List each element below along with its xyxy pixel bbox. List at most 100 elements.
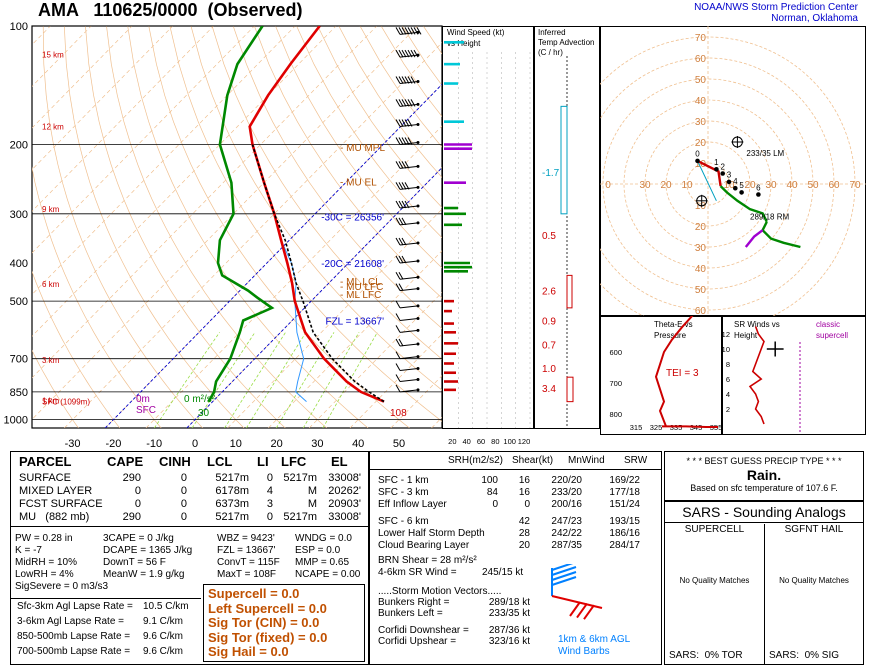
wind-barb-dot [416,355,420,359]
wind-barb-dot [416,304,420,308]
wind-barb-flag [398,119,404,127]
sars-supercell-nomatch: No Quality Matches [679,576,750,585]
tadv-subtitle: Temp Advection [538,38,594,47]
wind-barb-flag [398,49,404,58]
isotherm-line [349,333,442,428]
tei-value: TEI = 3 [666,368,699,379]
barb-6km-flag [551,564,574,571]
pressure-tick-label: 850 [10,387,28,399]
hodo-point-marker [733,185,738,191]
composite-value: Sig Hail = 0.0 [208,644,289,659]
kinematics-row-value: 284/17 [609,540,640,551]
parcel-row-name: FCST SURFACE [19,498,103,510]
wind-barb-flag [395,137,401,145]
wind-barb-flag [395,384,401,393]
wind-barb-flag [401,49,407,58]
org-name: NOAA/NWS Storm Prediction Center [694,2,858,13]
wind-barb-shaft [399,305,419,309]
hodo-trace-low [696,159,722,187]
temp-advection-panel: Inferred Temp Advection (C / hr) -1.7 0.5… [534,26,600,429]
wind-speed-plot: 20 40 60 80 100 120 [442,26,534,446]
hodo-x-label: 40 [786,180,798,191]
parcel-header-lcl: LCL [207,454,233,469]
temperature-tick-label: 0 [192,438,198,450]
wind-barb-flag [395,338,401,347]
isotherm-line [32,26,418,420]
barb-1km-flag [583,604,595,620]
agl-wind-barbs [551,564,603,620]
wind-barb-dot [416,185,420,189]
wind-barb-flag [401,255,407,264]
wind-barb-dot [416,53,420,57]
hodo-x-label: 20 [744,180,756,191]
wind-barb-shaft [399,318,419,322]
temperature-tick-label: 40 [352,438,364,450]
storm-motion-title: .....Storm Motion Vectors..... [378,586,502,597]
sr-46-label: 4-6km SR Wind = [378,567,457,578]
dry-adiabat [63,26,245,428]
sr-winds-ytick: 8 [726,360,730,369]
wind-barb-flag [401,119,407,127]
parcel-row-value: 0 [180,511,187,523]
kinematics-row-label: Cloud Bearing Layer [378,540,470,551]
hodo-ring-label: 10 [695,201,707,212]
theta-e-title: Theta-E vs [654,320,693,329]
wind-barb-flag [395,300,401,309]
parcel-row-value: 33008' [328,511,361,523]
tadv-plot: -1.7 0.5 2.6 0.9 0.7 1.0 3.4 [534,26,600,429]
wind-barb-dot [416,241,420,245]
lapse-rate-label: 3-6km Agl Lapse Rate = [17,616,125,627]
wind-barb-flag [404,49,410,58]
mixing-ratio-line [224,332,286,428]
parcel-row-value: 290 [122,472,141,484]
lapse-rate-value: 9.6 C/km [143,631,184,642]
pressure-tick-label: 400 [10,258,28,270]
hodo-x-label: 30 [765,180,777,191]
hodo-ring-label: 60 [695,54,707,65]
tadv-value: 1.0 [542,364,556,375]
composite-value: Supercell = 0.0 [208,586,300,601]
dry-adiabat [148,26,410,428]
kinematics-row-value: 16 [518,475,530,486]
storm-motion-value: 289/18 kt [488,597,530,608]
wind-barb-flag [395,99,401,107]
storm-depth-value: 242/22 [551,528,582,539]
wind-barb-flag [395,325,401,333]
wind-barb-flag [401,200,407,209]
kinematics-row-label: Eff Inflow Layer [378,499,447,510]
mixing-ratio-line [154,332,220,428]
parcel-separator [11,526,368,527]
storm-depth-value: 186/16 [609,528,640,539]
wind-barb-flag [395,272,401,280]
hodo-point-marker [739,190,744,195]
kinematics-row-value: 220/20 [551,475,582,486]
temperature-profile [248,26,385,403]
hodo-point-label: 6 [756,183,761,192]
sars-hail-nomatch: No Quality Matches [779,576,849,585]
height-label: 12 km [42,122,64,131]
hodo-x-label: 30 [639,180,651,191]
sr-winds-frame [722,316,866,435]
kinematics-row-value: 193/15 [609,516,640,527]
wind-barb-flag [416,27,422,35]
barb-caption: 1km & 6km AGL Wind Barbs [558,634,630,658]
wind-barb-flag [395,374,401,382]
minus20-isotherm [104,83,442,428]
surface-dewpoint-label: 30 [198,408,210,419]
hodo-point-marker [726,179,732,185]
parcel-row-value: 0 [134,485,141,497]
wind-speed-tick: 20 [448,437,456,446]
isotherm-label: FZL = 13667' [325,317,384,328]
kinematics-row-value: 200/16 [551,499,582,510]
wind-barb-flag [404,27,410,35]
hodo-point-label: 4 [733,177,738,186]
hodo-point-label: 3 [727,171,732,180]
parcel-row-value: 20903' [328,498,361,510]
isotherm-line [32,26,255,254]
kinematics-row-value: 169/22 [609,475,640,486]
wind-barb-flag [401,182,407,190]
hodo-trace-mid [719,185,768,223]
wind-barb-flag [401,99,407,107]
parcel-header-lfc: LFC [281,454,307,469]
storm-motion-label: Bunkers Left = [378,608,443,619]
